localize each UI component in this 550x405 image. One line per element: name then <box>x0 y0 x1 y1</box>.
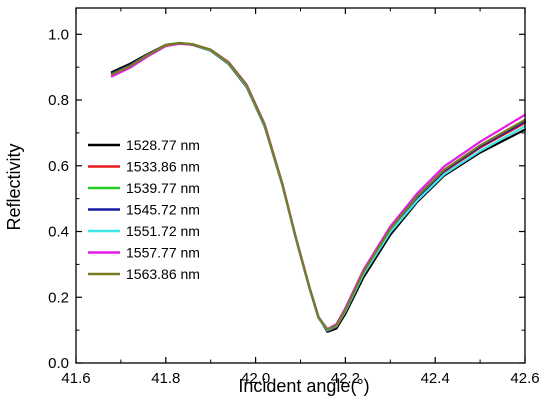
axes: 41.6 41.8 42.0 42.2 42.4 42.6 0.0 0.2 0.4 0.6 0.8 1… <box>48 7 540 387</box>
legend-label-1: 1528.77 nm <box>126 137 200 153</box>
plot-area <box>110 41 527 333</box>
y-tick-label: 0.4 <box>48 224 69 241</box>
y-axis-title: Reflectivity <box>4 143 24 230</box>
x-tick-label: 42.2 <box>331 370 360 387</box>
y-tick-label: 0.0 <box>48 355 69 372</box>
legend-label-2: 1533.86 nm <box>126 159 200 175</box>
legend-label-5: 1551.72 nm <box>126 223 200 239</box>
y-tick-label: 1.0 <box>48 26 69 43</box>
legend-label-6: 1557.77 nm <box>126 245 200 261</box>
legend-label-7: 1563.86 nm <box>126 266 200 282</box>
y-tick-label: 0.8 <box>48 92 69 109</box>
x-tick-label: 42.4 <box>421 370 450 387</box>
x-tick-label: 42.6 <box>510 370 539 387</box>
legend-label-3: 1539.77 nm <box>126 180 200 196</box>
legend-label-4: 1545.72 nm <box>126 202 200 218</box>
y-tick-label: 0.6 <box>48 158 69 175</box>
x-axis-title: Incident angle(°) <box>238 376 369 396</box>
series-line-7 <box>110 42 527 331</box>
x-tick-label: 41.8 <box>151 370 180 387</box>
x-tick-label: 41.6 <box>61 370 90 387</box>
x-tick-label: 42.0 <box>241 370 270 387</box>
legend: 1528.77 nm 1533.86 nm 1539.77 nm 1545.72 nm… <box>88 137 200 282</box>
y-tick-label: 0.2 <box>48 289 69 306</box>
